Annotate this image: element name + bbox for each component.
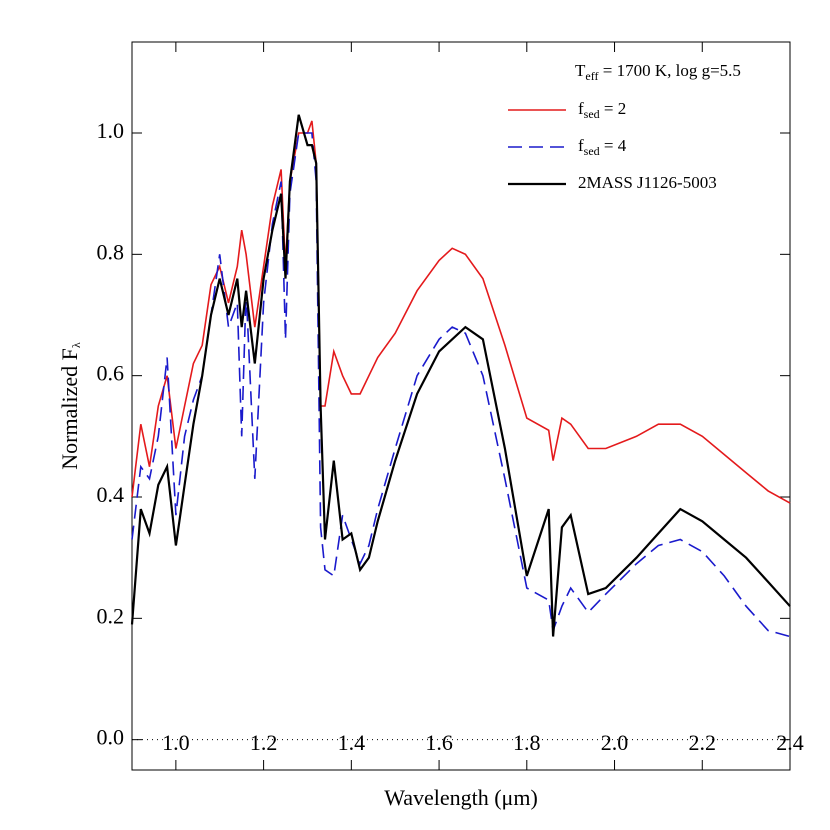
legend-label-part: sed [584,107,600,121]
legend-label-part: = 4 [600,136,627,155]
legend-label: 2MASS J1126-5003 [578,173,717,192]
y-tick-label: 0.6 [97,361,125,386]
x-tick-label: 1.0 [162,730,190,755]
legend-label-part: 2MASS J1126-5003 [578,173,717,192]
data-line [131,120,791,504]
annotation-part: = 1700 K, log g=5.5 [599,61,741,80]
x-tick-label: 1.6 [425,730,453,755]
x-tick-label: 1.4 [338,730,366,755]
x-tick-label: 2.4 [776,730,804,755]
x-tick-label: 1.2 [250,730,278,755]
y-tick-label: 0.0 [97,725,125,750]
annotation-part: T [575,61,586,80]
y-tick-label: 0.4 [97,482,125,507]
data-line [130,114,791,637]
x-tick-label: 1.8 [513,730,541,755]
legend-label-part: f [578,136,584,155]
y-tick-label: 0.2 [97,603,125,628]
y-tick-label: 0.8 [97,239,125,264]
legend-label-part: = 2 [600,99,627,118]
y-axis-label: Normalized Fλ [57,342,83,470]
annotation-part: eff [585,69,598,83]
y-axis-label-part: λ [69,342,83,348]
legend-label: fsed = 4 [578,136,627,158]
x-tick-label: 2.2 [689,730,717,755]
x-axis-label: Wavelength (μm) [384,785,538,810]
x-tick-label: 2.0 [601,730,629,755]
y-axis-label-part: Normalized F [57,348,82,470]
data-line [131,132,791,638]
annotation: Teff = 1700 K, log g=5.5 [575,61,741,83]
legend-label-part: sed [584,144,600,158]
plot-frame [131,41,791,771]
legend-label: fsed = 2 [578,99,626,121]
y-tick-label: 1.0 [97,118,125,143]
legend-label-part: f [578,99,584,118]
